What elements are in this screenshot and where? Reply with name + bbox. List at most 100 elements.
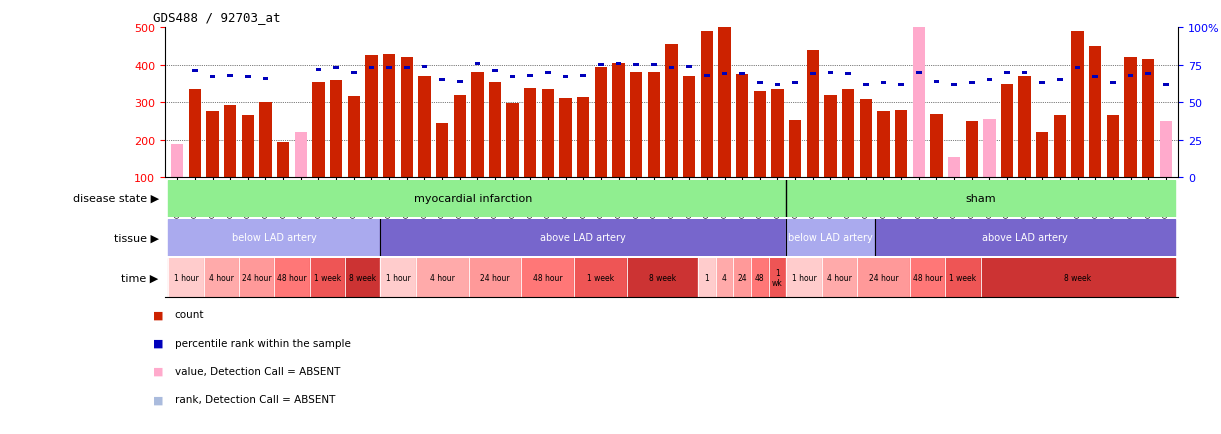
Bar [683,77,696,178]
Bar [877,112,890,178]
Bar [365,56,377,178]
Bar [168,258,204,297]
Bar [774,83,780,87]
Text: 24 hour: 24 hour [480,273,510,282]
Bar [1106,116,1120,178]
Bar [239,258,275,297]
Bar [895,111,907,178]
Bar [574,258,628,297]
Bar [701,32,713,178]
Text: 1 hour: 1 hour [386,273,410,282]
Bar [369,67,374,70]
Text: 4 hour: 4 hour [430,273,454,282]
Text: 1 week: 1 week [587,273,614,282]
Bar [786,180,1175,217]
Text: time ▶: time ▶ [121,273,159,283]
Bar [860,99,872,178]
Bar [647,72,661,178]
Bar [824,95,836,178]
Text: rank, Detection Call = ABSENT: rank, Detection Call = ABSENT [175,395,335,404]
Bar [789,121,801,178]
Text: 4: 4 [722,273,726,282]
Bar [595,68,607,178]
Bar [545,72,551,75]
Bar [753,92,766,178]
Bar [400,58,413,178]
Bar [350,72,357,75]
Bar [945,258,980,297]
Bar [1057,79,1062,82]
Bar [1037,133,1049,178]
Bar [1004,72,1010,75]
Text: 1 hour: 1 hour [173,273,198,282]
Text: sham: sham [966,194,996,204]
Bar [845,73,851,76]
Bar [330,81,342,178]
Text: tissue ▶: tissue ▶ [114,233,159,243]
Text: 8 week: 8 week [650,273,676,282]
Bar [507,104,519,178]
Bar [542,90,554,178]
Bar [987,79,993,82]
Bar [263,77,269,81]
Bar [348,97,360,178]
Text: 1: 1 [705,273,709,282]
Bar [563,76,569,79]
Text: ■: ■ [153,338,164,348]
Bar [380,219,786,256]
Text: 24: 24 [737,273,747,282]
Bar [1039,82,1045,85]
Bar [698,258,716,297]
Bar [245,76,250,79]
Bar [716,258,734,297]
Bar [383,55,396,178]
Bar [1093,76,1098,79]
Bar [1128,75,1133,78]
Bar [910,258,945,297]
Bar [294,133,306,178]
Bar [934,80,939,84]
Bar [613,64,625,178]
Bar [189,89,201,178]
Text: 1 hour: 1 hour [791,273,817,282]
Bar [966,122,978,178]
Text: ■: ■ [153,310,164,319]
Bar [580,75,586,78]
Bar [475,62,480,66]
Bar [651,64,657,67]
Bar [916,72,922,75]
Bar [242,116,254,178]
Bar [792,82,799,85]
Bar [259,103,271,178]
Bar [705,75,709,78]
Bar [1110,82,1116,85]
Bar [204,258,239,297]
Text: 24 hour: 24 hour [242,273,271,282]
Bar [421,66,427,69]
Text: ■: ■ [153,366,164,376]
Text: myocardial infarction: myocardial infarction [414,194,532,204]
Text: 1 week: 1 week [314,273,341,282]
Bar [1054,116,1066,178]
Bar [669,67,674,70]
Bar [440,79,444,82]
Bar [171,144,183,178]
Bar [1022,72,1028,75]
Bar [524,89,536,178]
Bar [615,62,621,66]
Bar [469,258,521,297]
Bar [630,73,642,178]
Bar [1160,122,1172,178]
Bar [192,70,198,73]
Bar [757,82,763,85]
Bar [223,106,237,178]
Bar [344,258,380,297]
Text: disease state ▶: disease state ▶ [72,194,159,204]
Bar [227,75,233,78]
Text: percentile rank within the sample: percentile rank within the sample [175,338,350,348]
Bar [492,70,498,73]
Bar [168,180,786,217]
Bar [277,143,289,178]
Bar [947,158,960,178]
Text: 48 hour: 48 hour [913,273,943,282]
